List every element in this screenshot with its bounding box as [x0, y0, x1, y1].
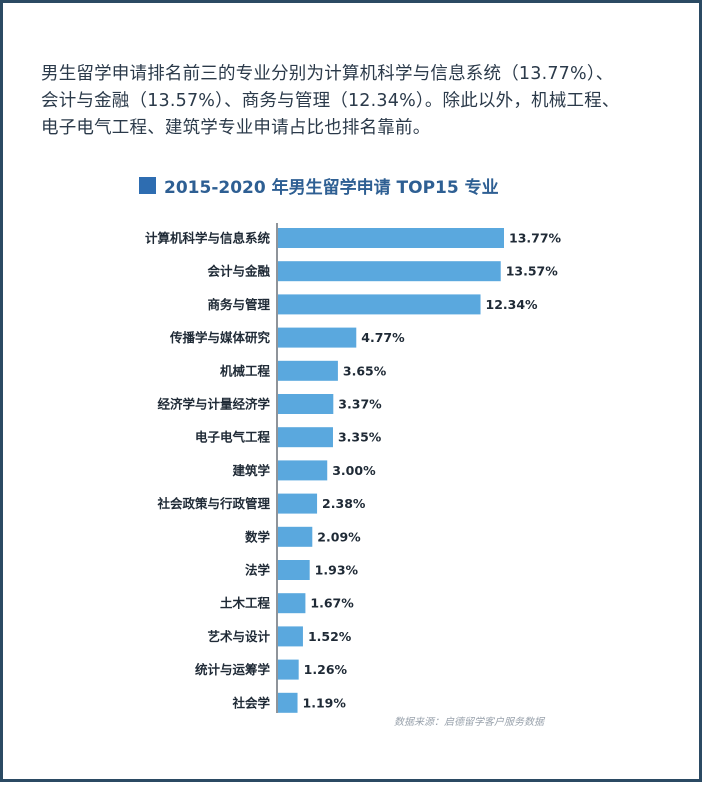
bar [278, 228, 504, 248]
bar [278, 427, 333, 448]
category-label: 法学 [245, 563, 271, 578]
intro-line-3: 电子电气工程、建筑学专业申请占比也排名靠前。 [41, 118, 431, 138]
title-square-icon [139, 177, 156, 194]
bars-group: 计算机科学与信息系统 13.77% 会计与金融 13.57% 商务与管理 12.34% 传播… [145, 228, 562, 713]
category-label: 计算机科学与信息系统 [145, 231, 271, 246]
data-source: 数据来源：启德留学客户服务数据 [394, 717, 544, 728]
bar [278, 692, 298, 713]
bar [278, 560, 310, 580]
bar [278, 261, 501, 282]
value-label: 13.57% [506, 264, 559, 279]
bar [278, 526, 313, 547]
category-label: 艺术与设计 [207, 629, 270, 644]
category-label: 会计与金融 [207, 264, 270, 279]
bar [278, 294, 481, 315]
value-label: 3.35% [338, 430, 382, 445]
value-label: 1.26% [304, 662, 348, 677]
intro-line-2: 会计与金融（13.57%）、商务与管理（12.34%）。除此以外，机械工程、 [41, 91, 620, 111]
category-label: 社会政策与行政管理 [156, 496, 270, 511]
value-label: 3.37% [338, 397, 382, 412]
chart-title-text: 2015-2020 年男生留学申请 TOP15 专业 [164, 178, 499, 198]
bar [278, 659, 299, 680]
intro-line-1: 男生留学申请排名前三的专业分别为计算机科学与信息系统（13.77%）、 [41, 64, 614, 84]
value-label: 2.38% [322, 496, 366, 511]
value-label: 1.67% [310, 596, 354, 611]
bar [278, 394, 334, 414]
bar [278, 493, 318, 514]
value-label: 4.77% [361, 330, 405, 345]
value-label: 1.19% [303, 695, 347, 710]
bar-chart: 计算机科学与信息系统 13.77% 会计与金融 13.57% 商务与管理 12.34% 传播… [145, 223, 562, 713]
value-label: 3.65% [343, 363, 387, 378]
category-label: 机械工程 [220, 363, 271, 378]
category-label: 经济学与计量经济学 [157, 397, 270, 412]
category-label: 统计与运筹学 [195, 662, 271, 677]
category-label: 建筑学 [232, 463, 270, 478]
bar [278, 626, 303, 647]
category-label: 商务与管理 [207, 297, 270, 312]
category-label: 电子电气工程 [195, 430, 271, 445]
chart-title: 2015-2020 年男生留学申请 TOP15 专业 [139, 173, 499, 198]
category-label: 传播学与媒体研究 [169, 330, 271, 345]
bar [278, 460, 328, 481]
bar [278, 327, 357, 348]
bar [278, 593, 306, 614]
category-label: 数学 [244, 529, 271, 544]
value-label: 2.09% [317, 529, 361, 544]
intro-text: 男生留学申请排名前三的专业分别为计算机科学与信息系统（13.77%）、 会计与金… [41, 61, 681, 142]
value-label: 12.34% [486, 297, 539, 312]
value-label: 3.00% [332, 463, 376, 478]
bar [278, 360, 338, 381]
value-label: 1.93% [315, 563, 359, 578]
category-label: 土木工程 [220, 596, 271, 611]
category-label: 社会学 [231, 695, 270, 710]
value-label: 1.52% [308, 629, 352, 644]
value-label: 13.77% [509, 231, 562, 246]
